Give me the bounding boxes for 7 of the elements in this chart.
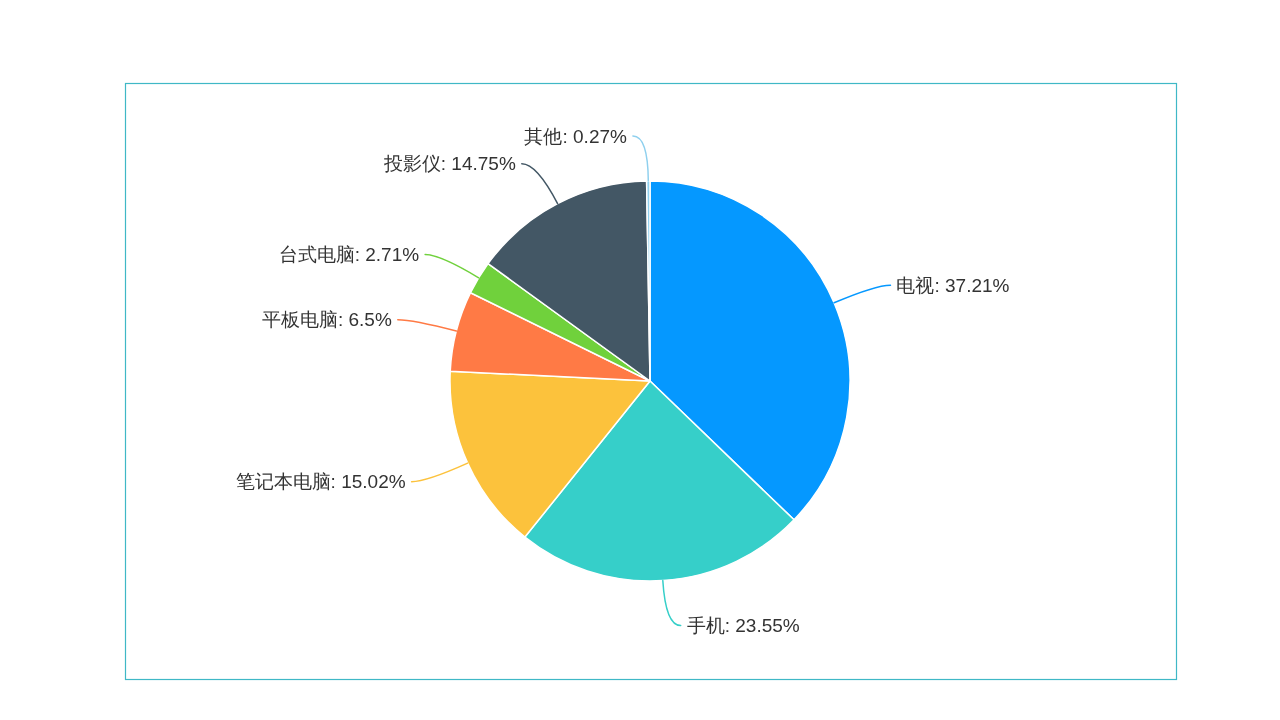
- slice-label: 电视: 37.21%: [896, 274, 1010, 296]
- slice-label: 其他: 0.27%: [524, 125, 628, 147]
- slice-label: 笔记本电脑: 15.02%: [235, 471, 406, 493]
- slice-label: 台式电脑: 2.71%: [278, 244, 420, 266]
- slice-label: 平板电脑: 6.5%: [261, 309, 392, 331]
- slice-label: 手机: 23.55%: [686, 615, 800, 636]
- slice-label: 投影仪: 14.75%: [382, 153, 516, 175]
